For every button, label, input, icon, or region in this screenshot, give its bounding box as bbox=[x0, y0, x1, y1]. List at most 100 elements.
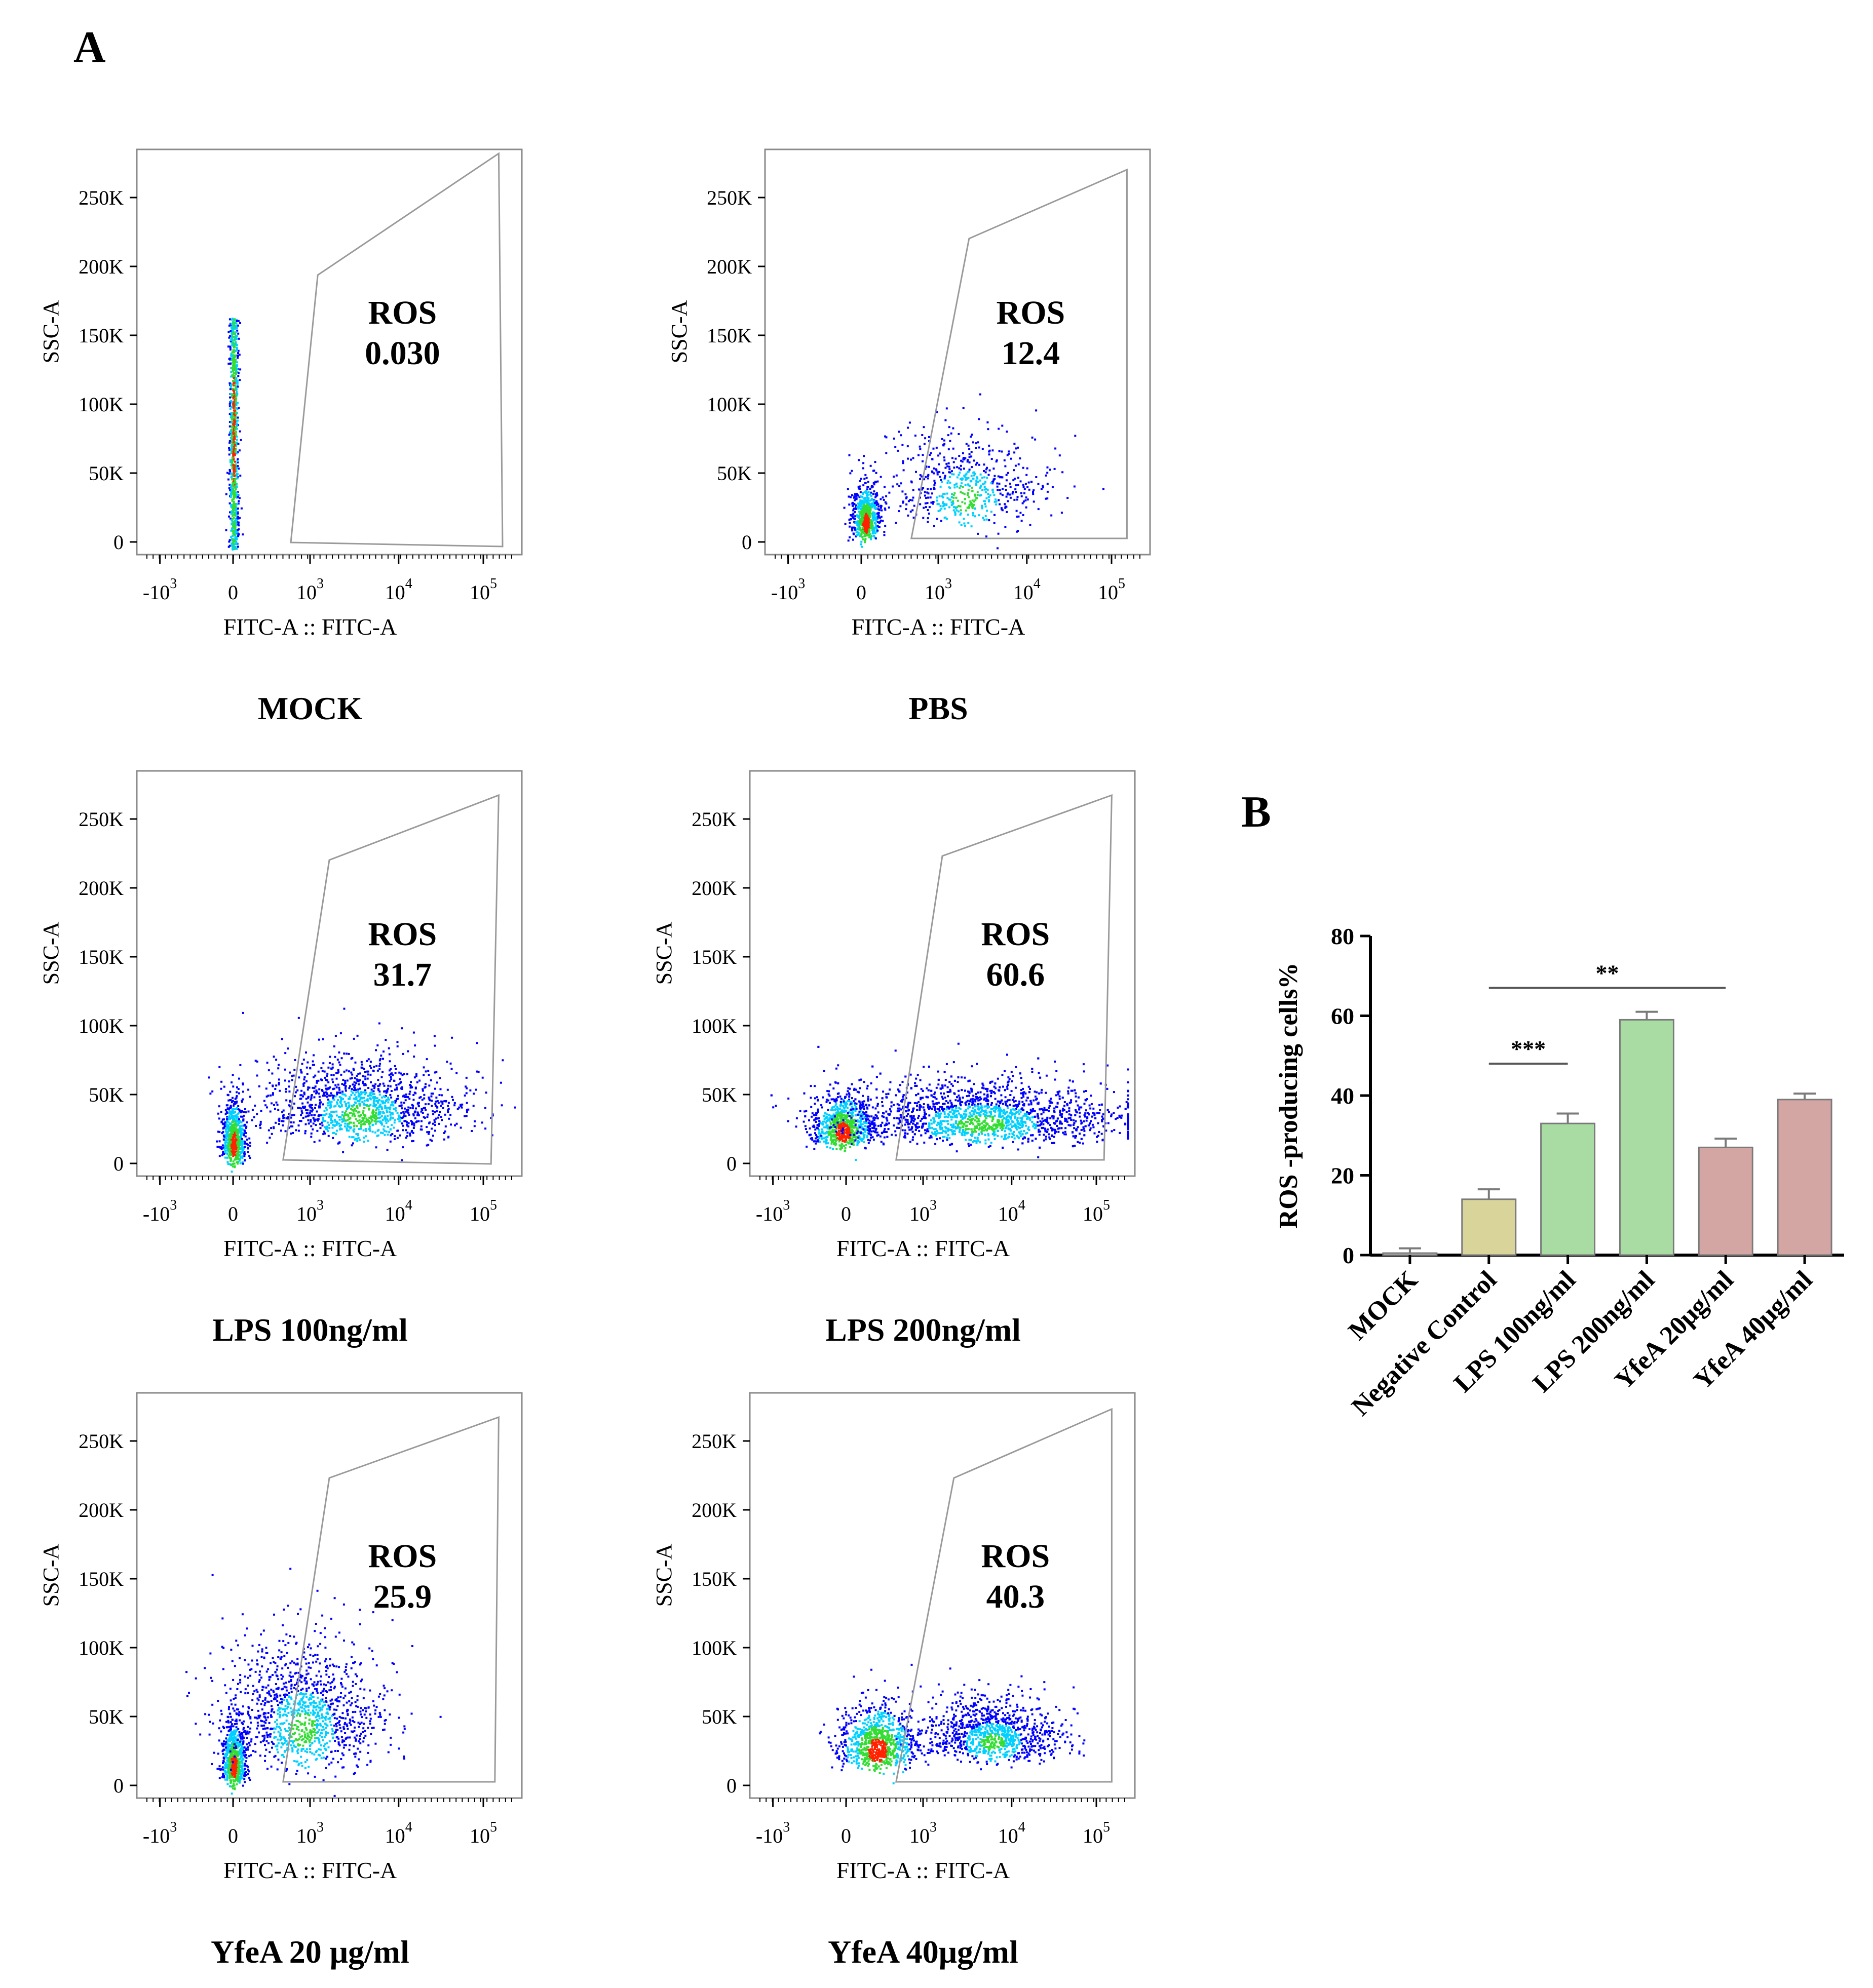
scatter-point bbox=[414, 1110, 416, 1113]
scatter-point bbox=[842, 1139, 844, 1142]
scatter-point bbox=[238, 517, 240, 520]
scatter-point bbox=[239, 1158, 241, 1160]
scatter-point bbox=[391, 1072, 393, 1075]
scatter-point bbox=[1035, 409, 1038, 412]
scatter-point bbox=[856, 493, 858, 495]
scatter-point bbox=[1001, 476, 1004, 479]
scatter-point bbox=[335, 1133, 337, 1136]
scatter-point bbox=[412, 1127, 415, 1129]
scatter-point bbox=[237, 1160, 240, 1163]
scatter-point bbox=[839, 1112, 842, 1114]
scatter-point bbox=[294, 1091, 297, 1094]
scatter-point bbox=[242, 1162, 244, 1165]
scatter-point bbox=[346, 1127, 348, 1129]
scatter-point bbox=[953, 486, 956, 489]
scatter-point bbox=[340, 1128, 343, 1131]
scatter-point bbox=[237, 451, 239, 454]
scatter-point bbox=[386, 1111, 389, 1113]
scatter-point bbox=[237, 1140, 239, 1143]
scatter-point bbox=[424, 1116, 426, 1119]
scatter-point bbox=[382, 1100, 385, 1103]
scatter-point bbox=[930, 501, 933, 504]
scatter-point bbox=[862, 462, 865, 464]
scatter-point bbox=[862, 467, 864, 470]
scatter-point bbox=[232, 329, 234, 332]
scatter-point bbox=[380, 1055, 383, 1057]
scatter-point bbox=[388, 1111, 391, 1113]
scatter-point bbox=[235, 336, 237, 339]
scatter-point bbox=[973, 503, 975, 506]
scatter-point bbox=[425, 1103, 427, 1106]
scatter-point bbox=[874, 1128, 877, 1131]
scatter-point bbox=[869, 499, 871, 502]
scatter-point bbox=[952, 500, 954, 502]
scatter-point bbox=[942, 496, 944, 499]
scatter-point bbox=[355, 1088, 357, 1091]
scatter-point bbox=[308, 1104, 311, 1107]
scatter-point bbox=[929, 496, 932, 499]
scatter-point bbox=[230, 341, 233, 343]
scatter-point bbox=[364, 1089, 367, 1092]
scatter-point bbox=[888, 506, 890, 509]
scatter-point bbox=[893, 437, 895, 440]
scatter-point bbox=[360, 1114, 362, 1116]
scatter-point bbox=[281, 1038, 283, 1040]
scatter-point bbox=[397, 1114, 400, 1117]
scatter-point bbox=[876, 1132, 878, 1134]
scatter-point bbox=[1001, 450, 1003, 453]
scatter-point bbox=[217, 1131, 219, 1133]
scatter-point bbox=[829, 1131, 831, 1134]
scatter-point bbox=[233, 478, 235, 480]
scatter-point bbox=[869, 464, 872, 467]
scatter-point bbox=[254, 1060, 257, 1062]
scatter-point bbox=[330, 1092, 332, 1095]
scatter-point bbox=[983, 470, 985, 472]
scatter-point bbox=[235, 1124, 238, 1126]
scatter-point bbox=[358, 1128, 360, 1130]
scatter-point bbox=[860, 521, 862, 524]
scatter-point bbox=[971, 486, 973, 489]
scatter-point bbox=[851, 1105, 853, 1108]
scatter-point bbox=[235, 400, 237, 403]
scatter-point bbox=[322, 1133, 325, 1136]
scatter-point bbox=[844, 1139, 846, 1142]
y-tick-label: 50K bbox=[89, 462, 124, 485]
scatter-point bbox=[384, 1115, 387, 1118]
scatter-point bbox=[254, 1104, 256, 1107]
scatter-point bbox=[870, 499, 873, 501]
scatter-point bbox=[984, 515, 987, 517]
scatter-point bbox=[811, 1112, 814, 1115]
scatter-point bbox=[1007, 500, 1009, 502]
scatter-point bbox=[355, 1098, 358, 1101]
scatter-point bbox=[942, 501, 944, 503]
scatter-point bbox=[235, 366, 238, 369]
scatter-point bbox=[876, 521, 879, 523]
scatter-point bbox=[815, 1112, 817, 1115]
scatter-point bbox=[860, 502, 862, 504]
scatter-point bbox=[923, 426, 925, 428]
scatter-point bbox=[284, 1068, 286, 1071]
scatter-point bbox=[932, 502, 934, 505]
scatter-point bbox=[326, 1079, 328, 1081]
scatter-point bbox=[310, 1132, 313, 1135]
scatter-point bbox=[837, 1107, 839, 1110]
scatter-point bbox=[876, 525, 879, 527]
scatter-point bbox=[1008, 452, 1010, 455]
scatter-point bbox=[224, 1113, 227, 1115]
scatter-point bbox=[234, 515, 237, 517]
scatter-point bbox=[234, 520, 236, 522]
scatter-point bbox=[237, 545, 239, 548]
scatter-point bbox=[963, 458, 966, 460]
scatter-point bbox=[465, 1085, 467, 1088]
scatter-point bbox=[216, 1146, 219, 1148]
scatter-point bbox=[418, 1102, 420, 1104]
scatter-point bbox=[230, 371, 233, 373]
scatter-point bbox=[359, 1098, 362, 1101]
scatter-point bbox=[275, 1084, 278, 1087]
scatter-point bbox=[231, 478, 234, 481]
scatter-point bbox=[868, 1122, 870, 1124]
scatter-point bbox=[848, 503, 851, 506]
scatter-point bbox=[844, 1117, 846, 1119]
scatter-point bbox=[833, 1106, 835, 1108]
scatter-point bbox=[239, 1109, 241, 1112]
